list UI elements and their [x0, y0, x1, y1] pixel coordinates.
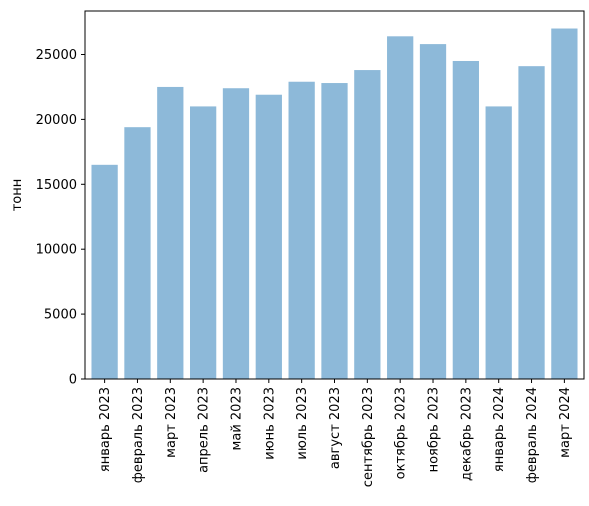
- bar: [157, 86, 184, 379]
- x-tick-label: апрель 2023: [197, 387, 212, 473]
- x-tick-label: июнь 2023: [262, 387, 277, 460]
- y-axis-title: тонн: [10, 179, 25, 212]
- x-tick-label: февраль 2024: [525, 387, 540, 483]
- bar: [419, 44, 447, 379]
- x-tick-label: август 2023: [328, 387, 343, 469]
- bar: [255, 94, 282, 379]
- x-tick-label: январь 2024: [492, 387, 507, 472]
- x-tick-label: май 2023: [229, 387, 244, 450]
- bar: [91, 164, 118, 379]
- y-tick-label: 20000: [36, 113, 77, 128]
- x-tick-label: февраль 2023: [131, 387, 146, 483]
- bar: [387, 36, 414, 380]
- x-tick-label: сентябрь 2023: [361, 387, 376, 487]
- x-tick-label: ноябрь 2023: [427, 387, 442, 472]
- bar: [222, 88, 250, 379]
- y-tick-label: 0: [69, 373, 77, 388]
- x-tick-label: декабрь 2023: [459, 387, 474, 481]
- bar: [321, 83, 348, 379]
- bar: [124, 127, 151, 380]
- bar: [551, 28, 578, 380]
- bar: [190, 106, 217, 379]
- bar: [452, 60, 479, 379]
- y-tick-label: 5000: [44, 308, 77, 323]
- x-tick-label: октябрь 2023: [394, 387, 409, 479]
- x-axis: январь 2023 февраль 2023 март 2023 апрель 2…: [98, 379, 573, 487]
- x-tick-label: март 2024: [558, 387, 573, 458]
- x-tick-label: январь 2023: [98, 387, 113, 472]
- bar: [288, 81, 315, 380]
- bars-group: [91, 28, 578, 380]
- bar: [518, 66, 545, 380]
- x-tick-label: март 2023: [164, 387, 179, 458]
- x-tick-label: июль 2023: [295, 387, 310, 460]
- bar: [485, 106, 512, 379]
- y-tick-label: 10000: [36, 243, 77, 258]
- y-tick-label: 15000: [36, 178, 77, 193]
- bar: [354, 70, 381, 379]
- y-tick-label: 25000: [36, 48, 77, 63]
- y-axis: 0 5000 10000 15000 20000 25000: [36, 48, 85, 388]
